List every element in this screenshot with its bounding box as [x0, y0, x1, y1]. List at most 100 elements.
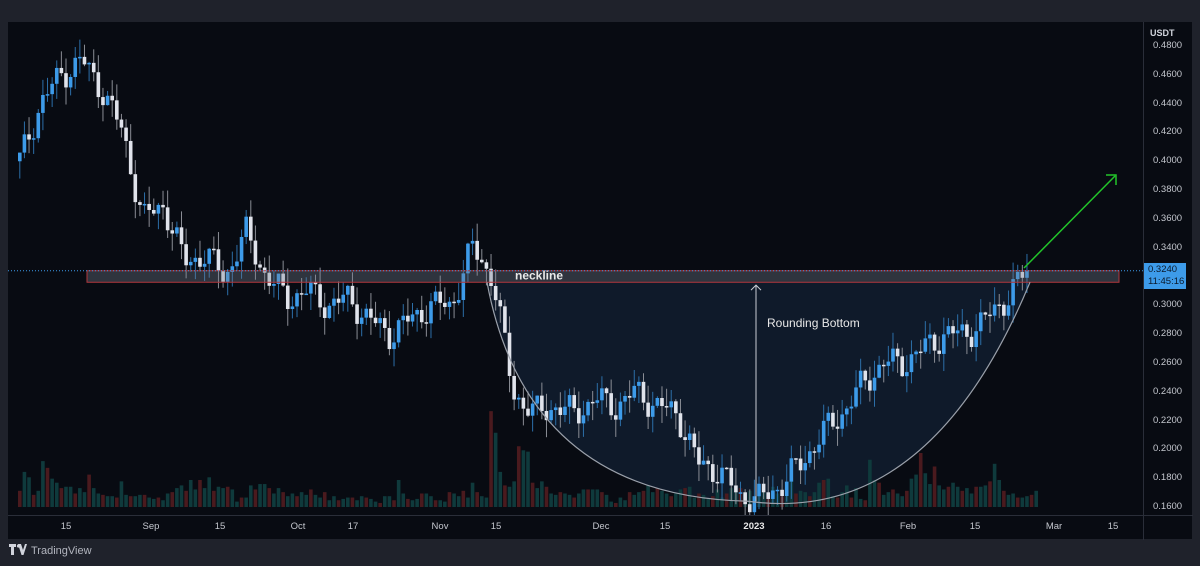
volume-bar — [249, 485, 253, 507]
candle-body — [179, 227, 184, 245]
volume-bar — [207, 477, 212, 507]
candle-body — [724, 467, 729, 470]
volume-bar — [433, 500, 438, 507]
candle-body — [572, 395, 576, 409]
volume-bar — [327, 500, 332, 507]
candle-body — [664, 406, 669, 408]
volume-bar — [105, 496, 110, 507]
volume-bar — [378, 502, 382, 507]
volume-bar — [493, 432, 498, 507]
volume-bar — [295, 496, 299, 507]
volume-bar — [156, 497, 161, 507]
volume-bar — [161, 500, 165, 507]
candle-body — [521, 397, 526, 409]
volume-bar — [272, 493, 276, 507]
volume-bar — [660, 490, 664, 507]
volume-bar — [720, 497, 724, 507]
volume-bar — [858, 498, 863, 507]
volume-bar — [82, 492, 87, 507]
candle-body — [835, 426, 840, 429]
candle-body — [322, 307, 327, 318]
candle-body — [530, 403, 535, 416]
candle-body — [868, 380, 872, 391]
volume-bar — [891, 489, 895, 507]
candle-body — [285, 285, 290, 310]
candle-body — [424, 322, 429, 324]
volume-bar — [798, 490, 803, 507]
volume-bar — [54, 482, 59, 507]
candle-body — [401, 315, 406, 321]
rounding-bottom-curve[interactable] — [486, 282, 1031, 505]
volume-bar — [826, 478, 831, 507]
candle-body — [687, 433, 692, 441]
time-tick: 2023 — [743, 521, 765, 532]
candle-body — [50, 83, 54, 95]
volume-bar — [498, 471, 503, 507]
time-tick: 16 — [820, 521, 832, 532]
candle-body — [609, 393, 613, 416]
volume-bar — [590, 489, 595, 507]
candle-body — [567, 395, 572, 407]
chart-frame[interactable]: neckline Rounding Bottom USDT 0.4800 0.460… — [8, 22, 1193, 540]
price-tick: 0.2200 — [1153, 414, 1183, 426]
candle-body — [983, 312, 988, 315]
volume-bar — [119, 481, 124, 507]
candle-body — [937, 350, 941, 354]
candle-body — [881, 364, 886, 367]
candle-body — [318, 284, 322, 308]
volume-bar — [1002, 490, 1006, 507]
arrow-up-icon — [750, 284, 762, 291]
candle-body — [119, 119, 124, 128]
volume-bar — [91, 488, 96, 507]
volume-bar — [64, 486, 68, 507]
candle-body — [711, 464, 715, 482]
volume-bar — [835, 497, 840, 507]
price-tick: 0.4400 — [1153, 97, 1183, 109]
candle-body — [359, 317, 364, 324]
volume-bar — [946, 486, 951, 507]
neckline-zone[interactable] — [86, 270, 1120, 283]
volume-bar — [18, 490, 22, 507]
candle-body — [729, 467, 734, 486]
volume-bar — [309, 489, 313, 507]
candle-body — [96, 72, 101, 98]
candle-body — [844, 408, 849, 415]
arrow-head-icon — [1106, 174, 1117, 185]
volume-bar — [609, 501, 613, 507]
candle-body — [650, 405, 655, 417]
volume-bar — [87, 474, 91, 507]
candle-body — [516, 397, 521, 400]
time-axis[interactable]: 15 Sep 15 Oct 17 Nov 15 Dec 15 2023 16 Feb 15 Mar 15 — [8, 515, 1143, 540]
chart-plot-area[interactable]: neckline Rounding Bottom — [8, 22, 1143, 515]
candle-body — [678, 413, 683, 438]
breakout-arrow[interactable] — [1023, 175, 1116, 269]
volume-bar — [184, 490, 188, 507]
candle-body — [826, 412, 831, 421]
volume-bar — [1020, 497, 1025, 507]
volume-bar — [503, 485, 507, 507]
volume-bar — [382, 496, 387, 507]
tradingview-brand[interactable]: TradingView — [9, 544, 92, 558]
price-tick: 0.2600 — [1153, 356, 1183, 368]
candle-body — [535, 395, 540, 404]
candle-body — [771, 490, 775, 499]
volume-bar — [507, 486, 512, 507]
candle-body — [133, 174, 138, 203]
candle-body — [138, 202, 142, 205]
volume-bar — [669, 496, 674, 507]
candle-body — [683, 437, 687, 441]
candle-body — [175, 227, 179, 234]
candle-body — [942, 334, 946, 354]
candle-body — [87, 62, 91, 65]
volume-bar — [415, 498, 419, 507]
price-axis[interactable]: USDT 0.4800 0.4600 0.4400 0.4200 0.4000 0.380… — [1143, 22, 1193, 515]
candle-body — [447, 301, 452, 307]
volume-bar — [664, 493, 669, 507]
candle-body — [115, 100, 119, 120]
volume-bar — [101, 494, 105, 507]
candle-body — [82, 56, 87, 65]
volume-bar — [526, 451, 530, 507]
candle-body — [461, 273, 466, 300]
price-tick: 0.3400 — [1153, 241, 1183, 253]
volume-bar — [881, 494, 886, 507]
